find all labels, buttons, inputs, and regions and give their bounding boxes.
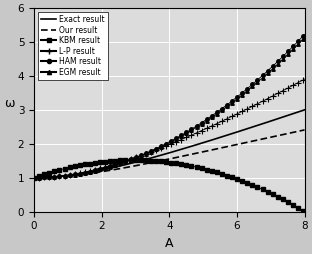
Our result [303,129,306,132]
Our result [204,150,208,153]
Our result [237,142,241,146]
Exact result [49,176,52,179]
Exact result [237,130,241,133]
Exact result [32,176,36,179]
Line: Our result: Our result [34,130,305,178]
Legend: Exact result, Our result, KBM result, L-P result, HAM result, EGM result: Exact result, Our result, KBM result, L-… [38,12,108,80]
Our result [49,176,52,179]
Y-axis label: ω: ω [4,97,15,110]
Exact result [196,143,200,146]
Our result [189,153,193,156]
Our result [265,136,269,139]
Our result [32,176,36,179]
X-axis label: A: A [165,237,173,250]
Our result [196,151,200,154]
Exact result [189,145,193,148]
Exact result [303,108,306,112]
Line: Exact result: Exact result [34,110,305,178]
Exact result [204,140,208,143]
Exact result [265,121,269,124]
